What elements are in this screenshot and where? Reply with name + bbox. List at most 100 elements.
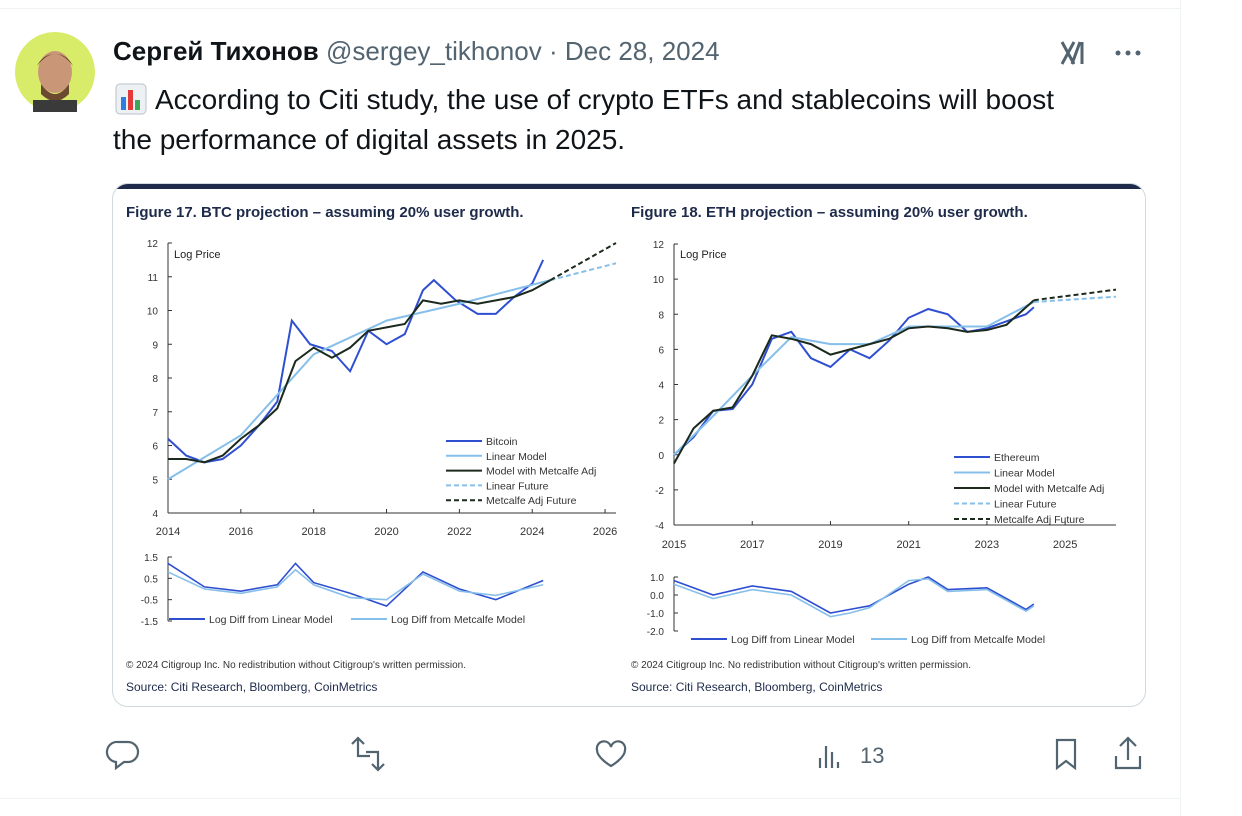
more-icon[interactable] [1115,50,1141,56]
series-line [673,301,1035,456]
chart-emoji [115,83,147,115]
series-line [167,259,545,464]
y-tick-label: 8 [658,310,664,321]
legend-label: Log Diff from Metcalfe Model [911,634,1045,646]
reply-button[interactable] [105,740,140,771]
series-line [549,242,617,281]
series-line [1033,288,1117,302]
y-tick-label: 1.5 [144,553,158,564]
x-tick-label: 2015 [662,539,686,551]
handle[interactable]: @sergey_tikhonov [326,36,542,66]
x-tick-label: 2026 [593,526,617,538]
source: Source: Citi Research, Bloomberg, CoinMe… [631,680,882,694]
x-tick-label: 2018 [301,526,325,538]
x-tick-label: 2023 [975,539,999,551]
y-tick-label: 7 [152,408,158,419]
y-axis-label: Log Price [174,249,220,261]
figure-title: Figure 18. ETH projection – assuming 20%… [631,204,1028,221]
y-tick-label: -1.5 [141,617,159,628]
tweet-text: According to Citi study, the use of cryp… [113,84,1055,155]
legend-label: Ethereum [994,452,1040,464]
legend-label: Linear Future [994,499,1057,511]
y-tick-label: 1.0 [650,573,664,584]
y-tick-label: 2 [658,416,664,427]
x-tick-label: 2022 [447,526,471,538]
source: Source: Citi Research, Bloomberg, CoinMe… [126,680,377,694]
legend-label: Log Diff from Linear Model [731,634,855,646]
legend-label: Log Diff from Linear Model [209,614,333,626]
series-line [1033,295,1117,303]
series-line [167,279,551,481]
legend-label: Model with Metcalfe Adj [486,466,596,478]
y-axis-label: Log Price [680,249,726,261]
y-tick-label: -2 [655,486,664,497]
x-tick-label: 2025 [1053,539,1077,551]
copyright: © 2024 Citigroup Inc. No redistribution … [631,660,971,671]
figures: Figure 17. BTC projection – assuming 20%… [113,184,1145,694]
series-line [673,299,1035,465]
y-tick-label: -2.0 [647,627,665,638]
separator: · [548,36,558,66]
x-tick-label: 2016 [229,526,253,538]
grok-icon[interactable] [1060,41,1084,65]
series-line [167,562,544,607]
y-tick-label: 8 [152,374,158,385]
legend-label: Linear Model [994,468,1055,480]
x-tick-label: 2024 [520,526,544,538]
top-icons [1060,41,1141,65]
y-tick-label: 4 [152,509,158,520]
y-tick-label: 4 [658,381,664,392]
y-tick-label: 0 [658,451,664,462]
series-line [168,279,551,464]
x-tick-label: 2020 [374,526,398,538]
figure-title: Figure 17. BTC projection – assuming 20%… [126,204,524,221]
series-line [167,568,544,601]
y-tick-label: -0.5 [141,596,159,607]
divider [0,798,1180,799]
y-tick-label: 10 [653,275,665,286]
series-line [673,306,1035,456]
divider [1180,0,1181,816]
legend-label: Metcalfe Adj Future [486,495,577,507]
x-tick-label: 2019 [818,539,842,551]
legend-label: Linear Model [486,451,547,463]
share-button[interactable] [1114,736,1142,770]
legend-label: Log Diff from Metcalfe Model [391,614,525,626]
y-tick-label: 6 [152,442,158,453]
y-tick-label: 0.5 [144,574,158,585]
like-button[interactable] [595,740,627,768]
divider [0,8,1180,9]
date[interactable]: Dec 28, 2024 [564,36,720,66]
legend-label: Model with Metcalfe Adj [994,483,1104,495]
action-bar: 13 [105,736,1142,772]
y-tick-label: -1.0 [647,609,665,620]
x-tick-label: 2017 [740,539,764,551]
header-bar [113,184,1145,189]
y-tick-label: 12 [147,239,159,250]
legend-label: Bitcoin [486,436,518,448]
views-icon[interactable] [818,746,840,768]
y-tick-label: 12 [653,240,665,251]
tweet-image[interactable]: Figure 17. BTC projection – assuming 20%… [112,183,1146,707]
retweet-button[interactable] [351,736,385,772]
y-tick-label: -4 [655,521,664,532]
series-line [673,577,1035,618]
y-tick-label: 6 [658,345,664,356]
y-tick-label: 9 [152,340,158,351]
view-count: 13 [860,743,884,768]
y-tick-label: 5 [152,475,158,486]
series-line [550,262,617,282]
x-tick-label: 2021 [896,539,920,551]
bookmark-button[interactable] [1055,738,1077,771]
author-name[interactable]: Сергей Тихонов [113,36,319,66]
series-line [673,576,1035,614]
legend-label: Linear Future [486,480,549,492]
x-tick-label: 2014 [156,526,180,538]
legend-label: Metcalfe Adj Future [994,514,1085,526]
y-tick-label: 11 [148,273,159,284]
copyright: © 2024 Citigroup Inc. No redistribution … [126,660,466,671]
author-line: Сергей Тихонов @sergey_tikhonov · Dec 28… [113,36,720,67]
avatar[interactable] [15,32,95,112]
y-tick-label: 10 [147,307,159,318]
